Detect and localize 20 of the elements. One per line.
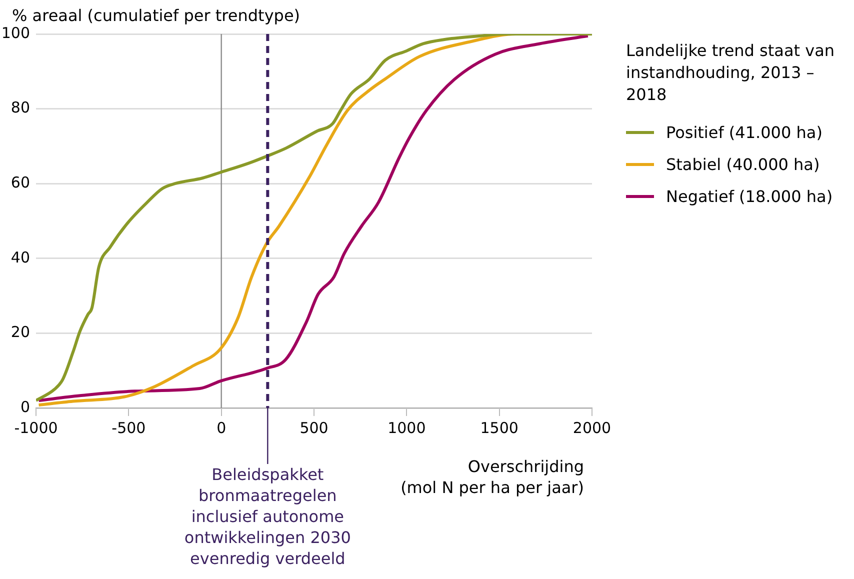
x-tick-label: -500 — [112, 418, 146, 437]
y-tick-label: 60 — [10, 173, 30, 192]
x-tick-label: 0 — [216, 418, 226, 437]
legend-title: Landelijke trend staat van instandhouding, 2013 – 2018 — [626, 40, 836, 106]
y-tick-label: 100 — [1, 24, 30, 42]
y-tick-label: 40 — [10, 248, 30, 266]
legend-label: Positief (41.000 ha) — [666, 122, 822, 142]
x-tick-label: -1000 — [14, 418, 58, 437]
x-tick-label: 1000 — [388, 418, 426, 437]
ref-line-label: Beleidspakket bronmaatregelen inclusief autonome ontwikkelingen 2030 evenredig verdeeld — [184, 465, 351, 568]
legend-label: Negatief (18.000 ha) — [666, 186, 833, 206]
y-tick-label: 20 — [10, 323, 30, 342]
y-tick-label: 80 — [10, 98, 30, 117]
y-tick-label: 0 — [20, 398, 30, 416]
x-tick-label: 500 — [300, 418, 328, 437]
x-tick-label: 1500 — [480, 418, 518, 437]
x-tick-label: 2000 — [572, 418, 612, 437]
y-axis-title: % areaal (cumulatief per trendtype) — [12, 6, 300, 25]
legend-label: Stabiel (40.000 ha) — [666, 154, 820, 174]
x-axis-title: Overschrijding (mol N per ha per jaar) — [400, 456, 584, 498]
